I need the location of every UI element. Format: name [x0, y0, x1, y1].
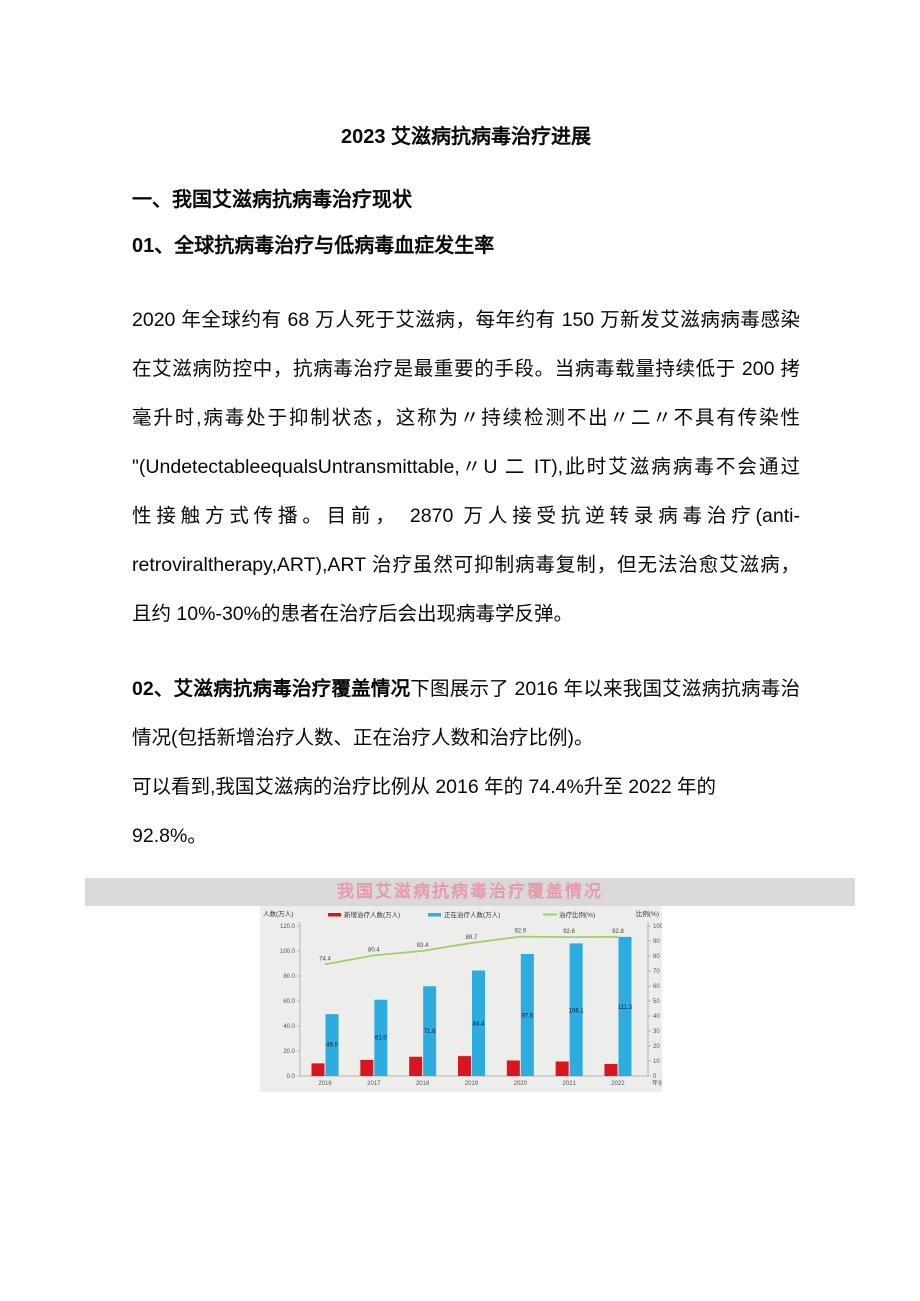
- right-tick-label: 70: [653, 969, 660, 975]
- right-tick-label: 30: [653, 1029, 660, 1035]
- right-tick-label: 60: [653, 984, 660, 990]
- x-tick-label: 2020: [514, 1081, 528, 1087]
- legend-label: 正在治疗人数(万人): [444, 910, 500, 919]
- x-tick-label: 2019: [465, 1081, 479, 1087]
- left-tick-label: 60.0: [283, 999, 295, 1005]
- left-tick-label: 0.0: [287, 1074, 296, 1080]
- bar-current-2020: [520, 954, 534, 1076]
- line-data-label: 92.8: [612, 929, 624, 935]
- chart-panel: 新增治疗人数(万人) 正在治疗人数(万人) 治疗比例(%) 人数(万人) 比例(%) 12…: [260, 906, 664, 1092]
- right-tick-label: 40: [653, 1014, 660, 1020]
- x-tick-label: 2018: [416, 1081, 430, 1087]
- right-tick-label: 90: [653, 939, 660, 945]
- paragraph-2-line: 可以看到,我国艾滋病的治疗比例从 2016 年的 74.4%升至 2022 年的: [132, 776, 717, 798]
- bar-new-2017: [360, 1059, 374, 1076]
- left-tick-label: 80.0: [283, 974, 295, 980]
- chart-svg: 新增治疗人数(万人) 正在治疗人数(万人) 治疗比例(%) 人数(万人) 比例(%) 12…: [263, 909, 664, 1087]
- legend-label: 新增治疗人数(万人): [344, 910, 400, 919]
- bar-new-2018: [409, 1056, 423, 1076]
- chart-title: 我国艾滋病抗病毒治疗覆盖情况: [337, 882, 603, 901]
- line-data-label: 74.4: [319, 956, 331, 962]
- right-tick-label: 20: [653, 1044, 660, 1050]
- paragraph-1: 2020 年全球约有 68 万人死于艾滋病，每年约有 150 万新发艾滋病病毒感…: [132, 296, 800, 639]
- legend-marker-current: [428, 913, 441, 917]
- left-tick-label: 40.0: [283, 1024, 295, 1030]
- paragraph-2-line: 92.8%。: [132, 825, 207, 847]
- bar-data-label: 111.3: [618, 1005, 633, 1011]
- coverage-line: [324, 935, 618, 966]
- right-tick-label: 100: [653, 924, 662, 930]
- right-tick-label: 10: [653, 1059, 660, 1065]
- bar-data-label: 49.5: [326, 1042, 338, 1048]
- doc-title: 2023 艾滋病抗病毒治疗进展: [340, 126, 592, 148]
- bar-data-label: 71.8: [424, 1029, 436, 1035]
- paragraph-1-line: 且约 10%-30%的患者在治疗后会出现病毒学反弹。: [132, 603, 573, 625]
- bar-data-label: 61.0: [375, 1035, 387, 1041]
- bar-new-2022: [604, 1064, 618, 1076]
- right-axis-title: 比例(%): [636, 909, 659, 918]
- bar-data-label: 106.1: [569, 1008, 585, 1014]
- left-tick-label: 100.0: [280, 949, 296, 955]
- bar-new-2021: [555, 1061, 569, 1076]
- bar-new-2016: [311, 1063, 325, 1076]
- left-axis-title: 人数(万人): [263, 909, 293, 918]
- bar-current-2021: [569, 943, 583, 1076]
- line-data-label: 80.4: [368, 947, 380, 953]
- x-tick-label: 2021: [562, 1081, 576, 1087]
- legend-marker-new: [328, 913, 341, 917]
- right-tick-label: 80: [653, 954, 660, 960]
- line-data-label: 83.4: [417, 943, 429, 949]
- paragraph-1-line: retroviraltherapy,ART),ART 治疗虽然可抑制病毒复制，但…: [132, 554, 800, 576]
- paragraph-2-intro: 下图展示了 2016 年以来我国艾滋病抗病毒治疗: [410, 678, 800, 700]
- paragraph-2-line: 02、艾滋病抗病毒治疗覆盖情况下图展示了 2016 年以来我国艾滋病抗病毒治疗: [132, 665, 800, 714]
- right-tick-label: 0: [653, 1074, 657, 1080]
- subsection-01-heading: 01、全球抗病毒治疗与低病毒血症发生率: [132, 235, 495, 257]
- paragraph-1-line: 毫升时,病毒处于抑制状态，这称为〃持续检测不出〃二〃不具有传染性: [132, 407, 800, 429]
- x-tick-label: 2016: [318, 1081, 332, 1087]
- chart-title-banner: 我国艾滋病抗病毒治疗覆盖情况: [85, 878, 855, 906]
- x-tick-label: 2017: [367, 1081, 381, 1087]
- line-data-label: 92.6: [563, 929, 575, 935]
- paragraph-2: 02、艾滋病抗病毒治疗覆盖情况下图展示了 2016 年以来我国艾滋病抗病毒治疗 …: [132, 665, 800, 861]
- x-axis-title: 年份: [652, 1079, 662, 1087]
- x-tick-label: 2022: [611, 1081, 625, 1087]
- bar-new-2019: [457, 1056, 471, 1076]
- legend-label: 治疗比例(%): [559, 910, 595, 919]
- left-tick-label: 120.0: [280, 924, 296, 930]
- paragraph-1-line: 在艾滋病防控中，抗病毒治疗是最重要的手段。当病毒载量持续低于 200 拷贝/: [132, 358, 800, 380]
- bar-current-2022: [618, 936, 632, 1076]
- paragraph-1-line: 性接触方式传播。目前， 2870 万人接受抗逆转录病毒治疗(anti-: [132, 505, 800, 527]
- section-1-heading: 一、我国艾滋病抗病毒治疗现状: [132, 189, 412, 211]
- paragraph-2-line: 情况(包括新增治疗人数、正在治疗人数和治疗比例)。: [132, 727, 594, 749]
- bar-current-2018: [423, 986, 437, 1076]
- paragraph-1-line: 2020 年全球约有 68 万人死于艾滋病，每年约有 150 万新发艾滋病病毒感…: [132, 309, 800, 331]
- line-data-label: 92.9: [514, 929, 526, 935]
- paragraph-1-line: "(UndetectableequalsUntransmittable,〃U 二…: [132, 456, 800, 478]
- subsection-02-heading: 02、艾滋病抗病毒治疗覆盖情况: [132, 678, 411, 700]
- bar-current-2016: [325, 1014, 339, 1076]
- bar-data-label: 84.4: [473, 1021, 485, 1027]
- line-data-label: 88.7: [466, 935, 478, 941]
- bar-new-2020: [506, 1060, 520, 1076]
- bar-data-label: 97.6: [521, 1013, 533, 1019]
- left-tick-label: 20.0: [283, 1049, 295, 1055]
- bar-current-2019: [471, 970, 485, 1076]
- bar-current-2017: [374, 999, 388, 1076]
- right-tick-label: 50: [653, 999, 660, 1005]
